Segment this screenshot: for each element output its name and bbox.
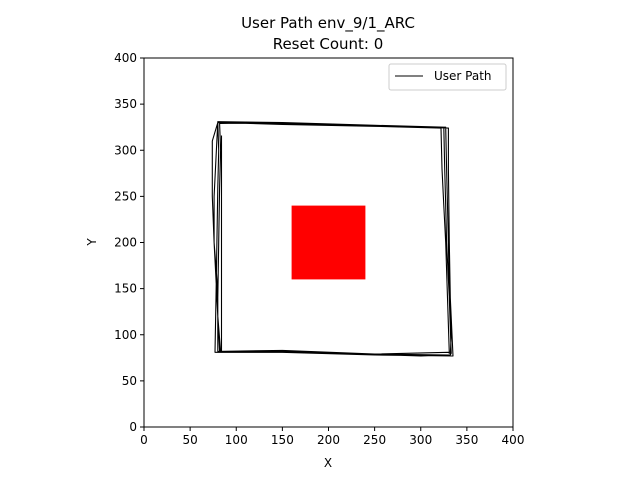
- y-tick-label-150: 150: [114, 282, 137, 296]
- x-axis-label: X: [324, 456, 332, 470]
- x-tick-label-0: 0: [140, 433, 148, 447]
- x-tick-label-100: 100: [225, 433, 248, 447]
- x-tick-label-150: 150: [271, 433, 294, 447]
- legend-box: [388, 63, 507, 91]
- y-tick-label-200: 200: [114, 236, 137, 250]
- x-tick-label-200: 200: [317, 433, 340, 447]
- y-tick-label-0: 0: [129, 420, 137, 434]
- y-tick-label-300: 300: [114, 143, 137, 157]
- series-line-user-path: [211, 121, 454, 357]
- x-tick-label-50: 50: [182, 433, 197, 447]
- x-tick-label-250: 250: [363, 433, 386, 447]
- x-tick-label-400: 400: [502, 433, 525, 447]
- chart-title: User Path env_9/1_ARC: [241, 14, 415, 33]
- x-tick-label-300: 300: [409, 433, 432, 447]
- plot-area: 0 50 100 150 200 250 300 350 400 0 50 100 150 200 250 3…: [114, 51, 524, 447]
- legend: User Path: [388, 63, 507, 91]
- chart-subtitle: Reset Count: 0: [273, 35, 384, 53]
- y-tick-label-50: 50: [122, 374, 137, 388]
- y-axis-label: Y: [85, 238, 99, 247]
- legend-label-user-path: User Path: [434, 69, 492, 83]
- y-tick-label-350: 350: [114, 97, 137, 111]
- y-tick-label-400: 400: [114, 51, 137, 65]
- x-tick-label-350: 350: [455, 433, 478, 447]
- y-tick-label-250: 250: [114, 189, 137, 203]
- y-tick-label-100: 100: [114, 328, 137, 342]
- target-rectangle-0: [291, 205, 366, 280]
